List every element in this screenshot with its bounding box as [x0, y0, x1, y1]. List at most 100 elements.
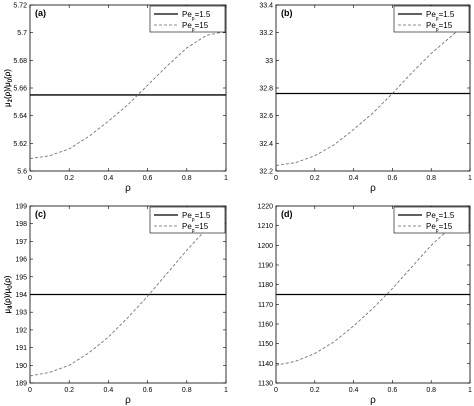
y-tick-label: 1190 — [258, 263, 273, 270]
y-axis-label: μ3(ρ)/μ0(ρ) — [3, 275, 14, 313]
legend-label-main: Pe — [426, 21, 436, 30]
y-axis-label-part: 0 — [8, 285, 14, 289]
y-tick-label: 32.6 — [259, 113, 273, 120]
legend-label-sub: p — [436, 16, 439, 22]
y-tick-label: 5.7 — [17, 30, 27, 37]
y-tick-label: 192 — [15, 327, 27, 334]
y-axis-label-part: (ρ) — [3, 275, 12, 285]
legend-label-sub: p — [436, 217, 439, 223]
x-tick-label: 0 — [274, 387, 278, 394]
x-axis-label: ρ — [125, 183, 131, 194]
legend-label: Pep=1.5 — [182, 211, 211, 223]
y-axis-label-part: μ — [3, 102, 12, 107]
legend-label: Pep=15 — [426, 21, 453, 33]
legend-box — [149, 5, 226, 33]
legend-label-value: =15 — [195, 222, 209, 231]
y-tick-label: 1160 — [258, 322, 273, 329]
y-tick-label: 32.8 — [259, 86, 273, 93]
x-tick-label: 0.6 — [143, 175, 153, 182]
y-axis-label-part: 3 — [8, 305, 14, 309]
x-tick-label: 0.4 — [349, 387, 359, 394]
legend-label: Pep=1.5 — [426, 211, 455, 223]
legend-label-value: =15 — [195, 21, 209, 30]
y-tick-label: 5.72 — [13, 3, 27, 10]
x-tick-label: 0.4 — [104, 387, 114, 394]
y-axis-label: μ1(ρ)/μ0(ρ) — [3, 69, 14, 107]
x-tick-label: 0.8 — [182, 175, 192, 182]
y-axis-label-part: 0 — [8, 285, 14, 289]
panel-label: (c) — [35, 209, 46, 219]
panel-c: 0 0.2 0.4 0.6 0.8 1 189 190 191 192 193 194 195 196 19… — [3, 204, 228, 406]
legend-label-main: Pe — [426, 10, 436, 19]
y-tick-label: 1200 — [257, 243, 273, 250]
y-tick-label: 1180 — [258, 282, 273, 289]
y-tick-label: 1210 — [257, 223, 273, 230]
y-axis-label-part: (ρ) — [3, 275, 12, 285]
y-axis-label: μ4(ρ)/μ0(ρ) — [3, 275, 14, 313]
x-tick-label: 0.2 — [310, 175, 320, 182]
y-tick-label: 33.4 — [259, 3, 273, 10]
y-tick-label: 195 — [15, 274, 27, 281]
x-tick-label: 0.4 — [104, 175, 114, 182]
panel-label: (b) — [281, 8, 293, 18]
legend-label-sub: p — [436, 27, 439, 33]
legend-label-sub: p — [192, 16, 195, 22]
y-axis-label: μ2(ρ)/μ0(ρ) — [3, 69, 14, 107]
y-axis-label-part: μ — [3, 308, 12, 313]
y-axis-label-part: 4 — [8, 305, 14, 309]
panel-label: (d) — [281, 209, 293, 219]
y-tick-label: 5.68 — [13, 58, 27, 65]
y-tick-label: 1220 — [257, 204, 273, 211]
y-tick-label: 1140 — [258, 361, 273, 368]
panel-label: (a) — [35, 8, 46, 18]
y-tick-label: 5.6 — [17, 169, 27, 176]
x-tick-label: 1 — [224, 387, 228, 394]
legend-label-value: =1.5 — [439, 211, 455, 220]
y-tick-label: 33 — [265, 58, 273, 65]
legend-label-main: Pe — [182, 222, 192, 231]
series-line-pe-15 — [275, 19, 471, 166]
plot-frame — [29, 4, 227, 172]
y-axis-label-part: (ρ) — [3, 69, 12, 79]
x-tick-label: 0.2 — [64, 175, 74, 182]
y-tick-label: 32.4 — [259, 141, 273, 148]
y-axis-label-part: μ — [3, 308, 12, 313]
x-tick-label: 0.4 — [349, 175, 359, 182]
legend-box — [393, 5, 470, 33]
y-tick-label: 5.66 — [13, 86, 27, 93]
y-tick-label: 196 — [15, 257, 27, 264]
y-tick-label: 1170 — [258, 302, 273, 309]
y-tick-label: 1150 — [258, 341, 273, 348]
legend-label-sub: p — [192, 217, 195, 223]
x-tick-label: 0.2 — [310, 387, 320, 394]
legend-label-sub: p — [192, 27, 195, 33]
legend-box — [393, 206, 470, 234]
y-tick-label: 193 — [15, 310, 27, 317]
y-axis-label-part: 0 — [8, 78, 14, 82]
panel-d: 0 0.2 0.4 0.6 0.8 111301140115011601170118011… — [3, 204, 472, 406]
legend-label-value: =15 — [439, 21, 453, 30]
x-tick-label: 0.8 — [426, 387, 436, 394]
x-axis-label: ρ — [370, 395, 376, 406]
legend-label-main: Pe — [426, 222, 436, 231]
y-axis-label-part: 0 — [8, 78, 14, 82]
x-tick-label: 0.6 — [388, 387, 398, 394]
y-axis-label-part: (ρ)/μ — [3, 288, 12, 305]
y-axis-label-part: (ρ)/μ — [3, 288, 12, 305]
x-tick-label: 1 — [224, 175, 228, 182]
series-line-pe-15 — [29, 212, 227, 377]
y-axis-label-part: 2 — [8, 98, 14, 102]
legend-label-value: =15 — [439, 222, 453, 231]
legend-label-sub: p — [436, 228, 439, 234]
x-tick-label: 0 — [274, 175, 278, 182]
legend-label-value: =1.5 — [439, 10, 455, 19]
y-tick-label: 191 — [15, 345, 27, 352]
y-tick-label: 5.64 — [13, 113, 27, 120]
x-tick-label: 0.6 — [388, 175, 398, 182]
legend-label: Pep=15 — [182, 222, 209, 234]
